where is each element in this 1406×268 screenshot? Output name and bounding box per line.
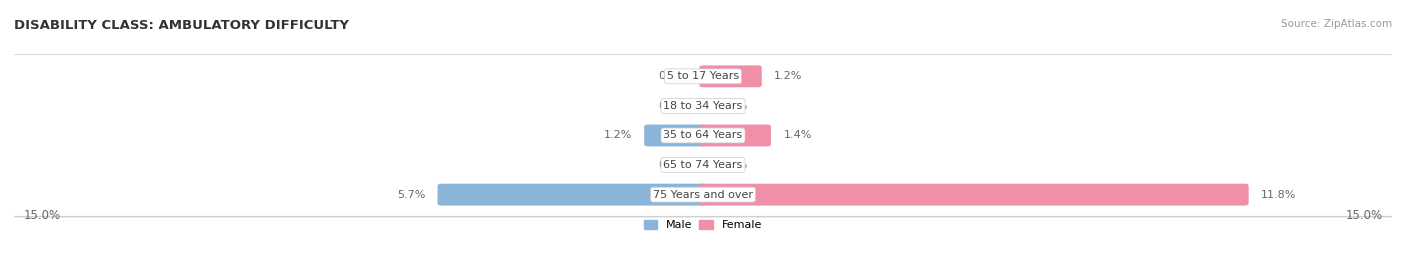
Text: 0.0%: 0.0% bbox=[718, 160, 748, 170]
FancyBboxPatch shape bbox=[4, 143, 1402, 188]
FancyBboxPatch shape bbox=[4, 54, 1402, 99]
FancyBboxPatch shape bbox=[644, 125, 707, 146]
FancyBboxPatch shape bbox=[4, 84, 1402, 129]
FancyBboxPatch shape bbox=[699, 184, 1249, 206]
Text: Source: ZipAtlas.com: Source: ZipAtlas.com bbox=[1281, 19, 1392, 29]
Text: 65 to 74 Years: 65 to 74 Years bbox=[664, 160, 742, 170]
Text: 1.2%: 1.2% bbox=[603, 131, 631, 140]
Text: 5 to 17 Years: 5 to 17 Years bbox=[666, 71, 740, 81]
Text: 35 to 64 Years: 35 to 64 Years bbox=[664, 131, 742, 140]
Text: 0.0%: 0.0% bbox=[718, 101, 748, 111]
FancyBboxPatch shape bbox=[4, 55, 1402, 98]
Text: 1.2%: 1.2% bbox=[775, 71, 803, 81]
Text: 0.0%: 0.0% bbox=[658, 71, 688, 81]
FancyBboxPatch shape bbox=[4, 173, 1402, 216]
Text: 0.0%: 0.0% bbox=[658, 160, 688, 170]
Text: 15.0%: 15.0% bbox=[24, 209, 60, 222]
FancyBboxPatch shape bbox=[4, 172, 1402, 217]
FancyBboxPatch shape bbox=[437, 184, 707, 206]
Text: 11.8%: 11.8% bbox=[1261, 190, 1296, 200]
FancyBboxPatch shape bbox=[4, 113, 1402, 158]
Text: 18 to 34 Years: 18 to 34 Years bbox=[664, 101, 742, 111]
Text: 5.7%: 5.7% bbox=[396, 190, 425, 200]
FancyBboxPatch shape bbox=[4, 85, 1402, 127]
Text: 1.4%: 1.4% bbox=[783, 131, 811, 140]
Text: DISABILITY CLASS: AMBULATORY DIFFICULTY: DISABILITY CLASS: AMBULATORY DIFFICULTY bbox=[14, 19, 349, 32]
FancyBboxPatch shape bbox=[699, 125, 770, 146]
Legend: Male, Female: Male, Female bbox=[640, 215, 766, 235]
FancyBboxPatch shape bbox=[4, 114, 1402, 157]
Text: 15.0%: 15.0% bbox=[1346, 209, 1382, 222]
FancyBboxPatch shape bbox=[699, 65, 762, 87]
Text: 0.0%: 0.0% bbox=[658, 101, 688, 111]
FancyBboxPatch shape bbox=[4, 144, 1402, 186]
Text: 75 Years and over: 75 Years and over bbox=[652, 190, 754, 200]
